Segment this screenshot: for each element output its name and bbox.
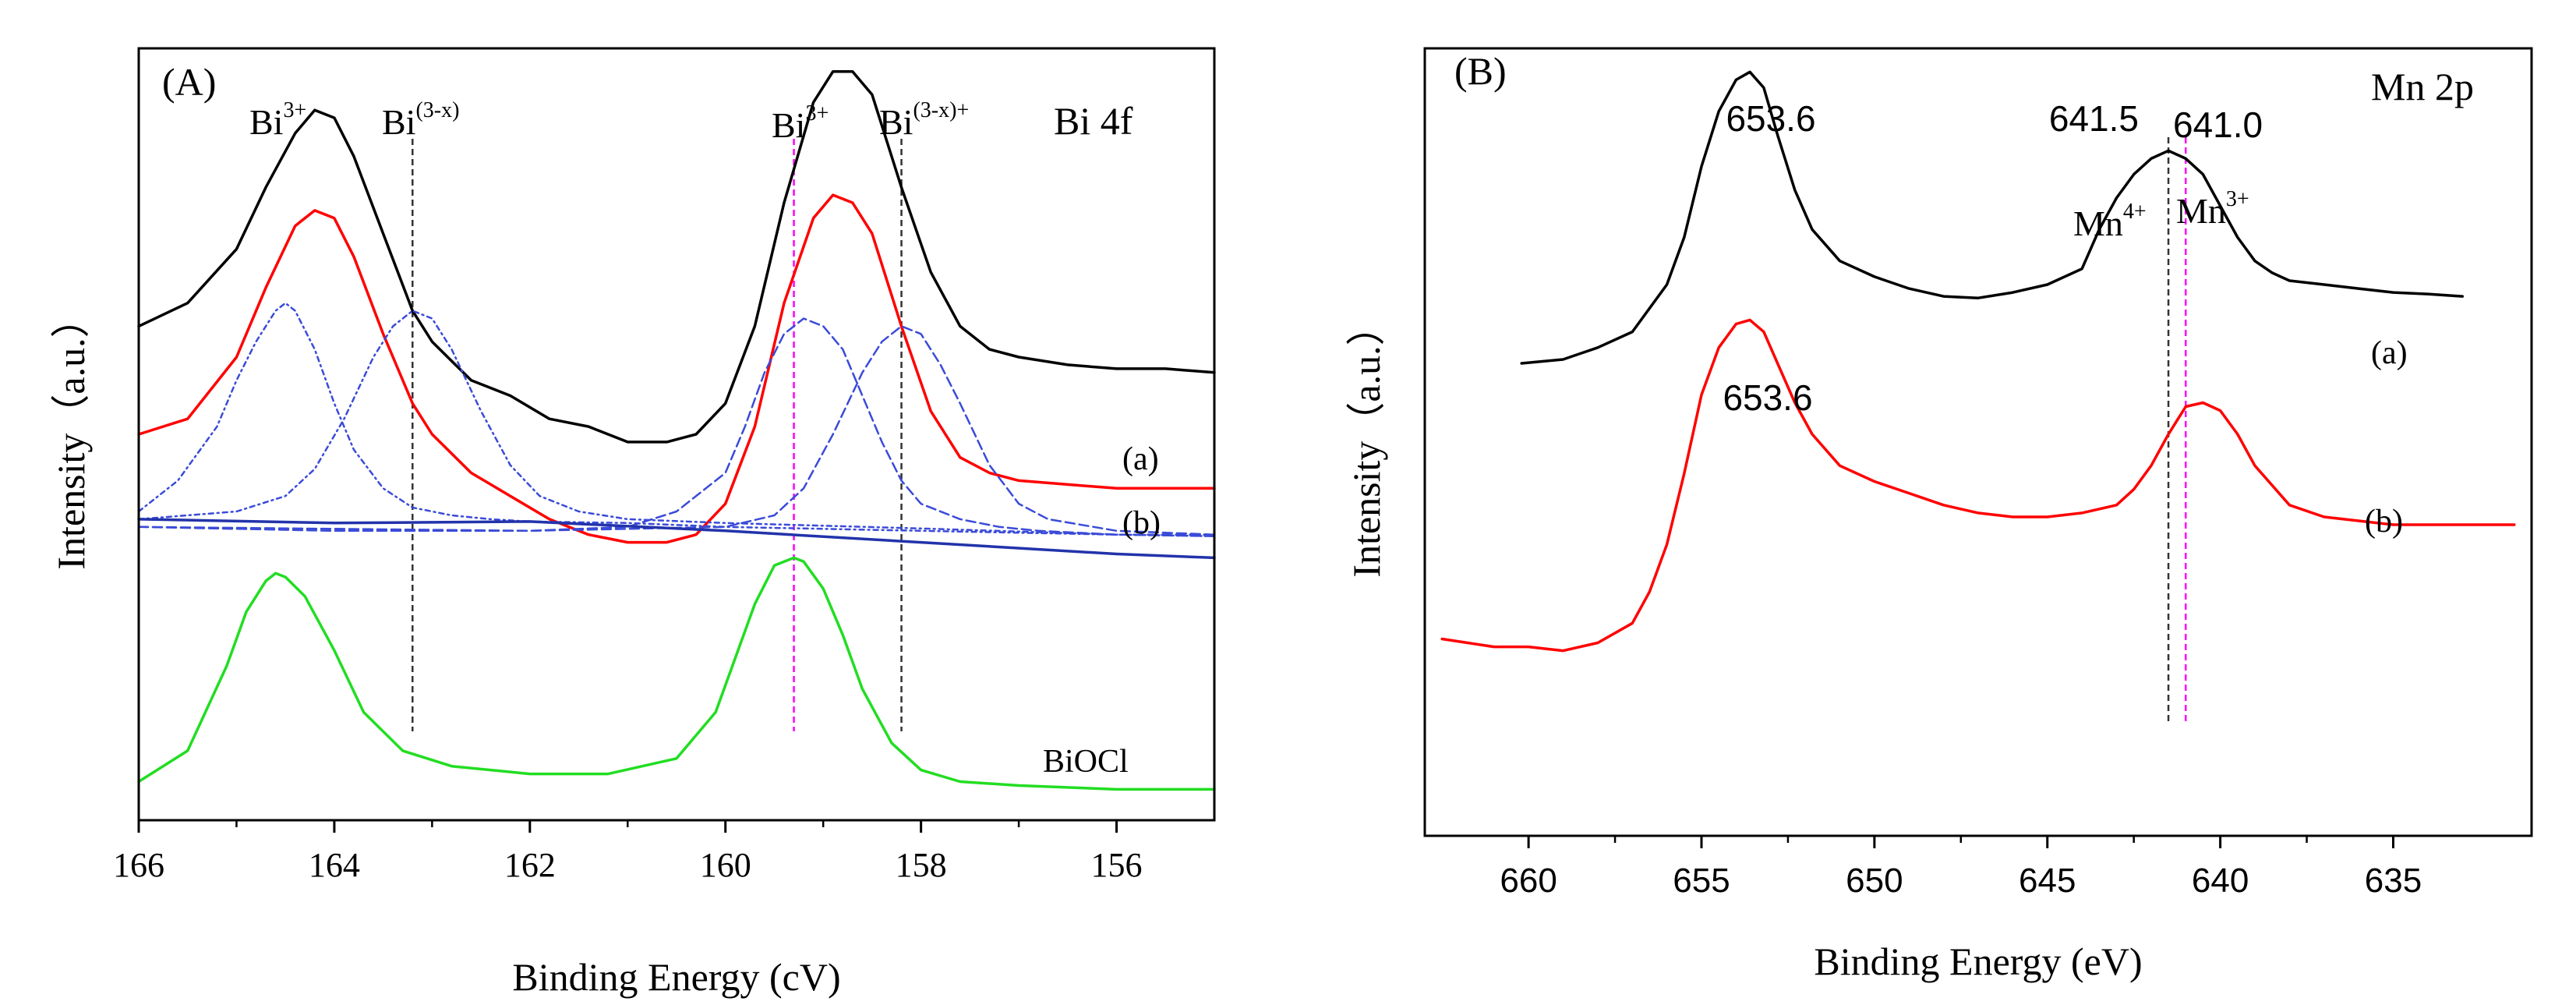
x-tick-label: 162 (504, 846, 556, 884)
ion-base: Mn (2176, 191, 2226, 231)
panel-a-series (137, 69, 1216, 791)
panel-a-y-axis-title: Intensity（a.u.） (49, 299, 93, 569)
series-line-biocl (137, 556, 1216, 791)
panel-b-reference-lines (2167, 137, 2187, 725)
x-tick-label: 164 (309, 846, 360, 884)
panel-b-curve-label-a: (a) (2371, 335, 2408, 371)
panel-a-title: Bi 4f (1054, 99, 1133, 143)
panel-b-peak-label-653-a: 653.6 (1726, 98, 1815, 139)
series-line-b (1440, 318, 2516, 653)
annotation-base: Bi (382, 102, 415, 142)
x-tick-label: 645 (2019, 862, 2076, 900)
panel-a-curve-label-a: (a) (1122, 441, 1159, 477)
series-line-background (137, 518, 1216, 560)
panel-b-plot-frame (1423, 47, 2533, 837)
panel-a-x-ticks: 166 164 162 160 158 156 (113, 820, 1143, 884)
series-line-fit-bi3-4f7-2a (137, 302, 1216, 537)
panel-b-peak-label-653-b: 653.6 (1723, 377, 1812, 418)
x-tick-label: 650 (1846, 862, 1903, 900)
panel-b-mn2p: 660 655 650 645 640 635 (B) Mn 2p 653.6 641.5… (1345, 47, 2533, 983)
ion-sup: 3+ (2226, 187, 2249, 211)
annotation-sup: (3-x)+ (913, 98, 969, 122)
panel-b-peak-label-641-0: 641.0 (2173, 104, 2263, 145)
annotation-base: Bi (879, 102, 913, 142)
x-tick-label: 655 (1673, 862, 1730, 900)
svg-text:Bi3+: Bi3+ (249, 98, 306, 142)
x-tick-label: 660 (1500, 862, 1557, 900)
panel-a-label: (A) (162, 60, 216, 104)
series-line-fit-bi-3-x-4f5-2 (137, 325, 1216, 536)
panel-b-ion-label-mn3: Mn3+ (2176, 187, 2249, 231)
series-line-fit-bi-3-x-4f7-2 (137, 310, 1216, 537)
panel-a-annotation-bi3plus-left: Bi3+ (249, 98, 306, 142)
panel-a-annotation-bi3x-left: Bi(3-x) (382, 98, 459, 142)
x-tick-label: 166 (113, 846, 164, 884)
svg-text:Bi(3-x): Bi(3-x) (382, 98, 459, 142)
ion-sup: 4+ (2123, 200, 2147, 224)
x-tick-label: 640 (2192, 862, 2249, 900)
annotation-sup: 3+ (805, 101, 829, 126)
panel-b-title: Mn 2p (2371, 65, 2474, 108)
series-line-a (137, 69, 1216, 444)
panel-a-annotation-bi3plus-right: Bi3+ (772, 101, 829, 145)
panel-a-curve-label-b: (b) (1122, 505, 1161, 541)
series-line-b (137, 193, 1216, 544)
annotation-sup: 3+ (283, 98, 306, 122)
panel-b-ion-label-mn4: Mn4+ (2073, 200, 2147, 243)
x-tick-label: 635 (2365, 862, 2422, 900)
panel-b-y-axis-title: Intensity（a.u.） (1345, 306, 1388, 577)
panel-a-reference-lines (412, 139, 903, 731)
svg-text:Mn4+: Mn4+ (2073, 200, 2147, 243)
panel-a-plot-frame (137, 47, 1216, 822)
series-line-fit-bi3-4f5-2b (137, 317, 1216, 536)
svg-text:Bi3+: Bi3+ (772, 101, 829, 145)
panel-b-curve-label-b: (b) (2365, 504, 2403, 540)
panel-b-x-axis-title: Binding Energy (eV) (1814, 940, 2142, 983)
panel-a-curve-label-biocl: BiOCl (1043, 744, 1129, 780)
panel-b-x-ticks: 660 655 650 645 640 635 (1500, 836, 2422, 900)
panel-a-annotation-bi3x-right: Bi(3-x)+ (879, 98, 969, 142)
panel-b-label: (B) (1454, 49, 1507, 93)
annotation-base: Bi (249, 102, 283, 142)
x-tick-label: 158 (896, 846, 947, 884)
x-tick-label: 160 (700, 846, 751, 884)
panel-b-peak-label-641-5: 641.5 (2049, 98, 2139, 139)
ion-base: Mn (2073, 203, 2123, 243)
annotation-sup: (3-x) (415, 98, 459, 122)
panel-a-bi4f: 166 164 162 160 158 156 (A) Bi 4f Bi3+ Bi(3-x… (49, 47, 1216, 999)
svg-text:Bi(3-x)+: Bi(3-x)+ (879, 98, 969, 142)
series-line-a (1520, 70, 2465, 365)
panel-b-series (1440, 70, 2516, 653)
panel-a-x-axis-title: Binding Energy (cV) (512, 955, 840, 999)
annotation-base: Bi (772, 105, 805, 145)
x-tick-label: 156 (1091, 846, 1143, 884)
svg-text:Mn3+: Mn3+ (2176, 187, 2249, 231)
